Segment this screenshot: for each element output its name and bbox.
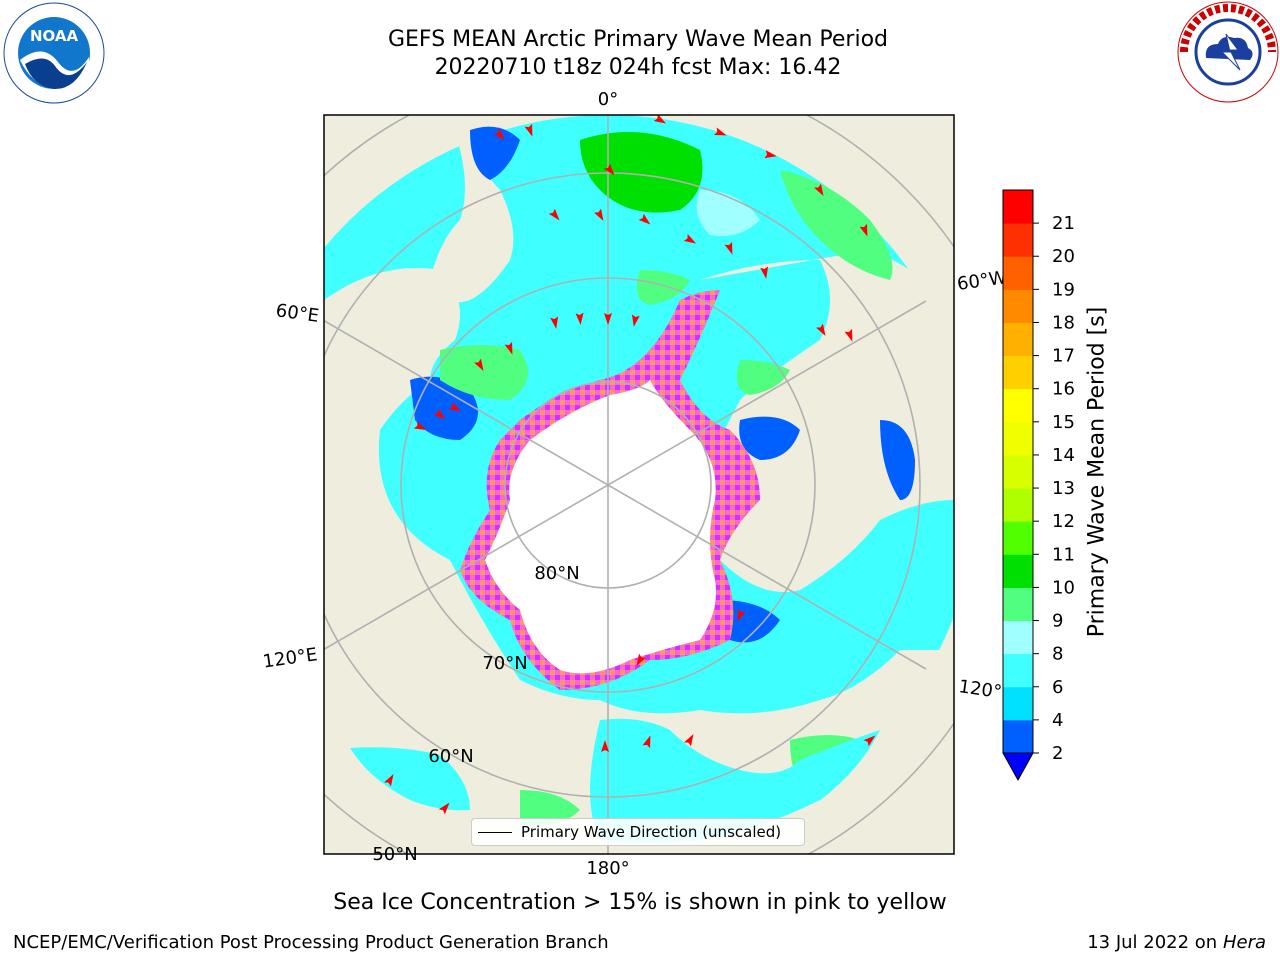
lat-label-50n: 50°N xyxy=(372,844,417,865)
lon-label-60w: 60°W xyxy=(956,267,1008,295)
lat-label-70n: 70°N xyxy=(482,653,527,674)
wave-direction-arrow-icon xyxy=(604,313,612,325)
wave-direction-arrow-icon xyxy=(764,150,777,159)
colorbar-tick-label: 15 xyxy=(1052,412,1075,433)
wave-direction-arrow-icon xyxy=(448,402,462,412)
caption: Sea Ice Concentration > 15% is shown in … xyxy=(333,890,947,915)
wave-direction-arrow-icon xyxy=(603,163,615,176)
colorbar-band xyxy=(1003,421,1033,456)
footer-date-text: 13 Jul 2022 on xyxy=(1087,932,1218,953)
lon-label-60e: 60°E xyxy=(274,300,320,327)
wave-direction-arrow-icon xyxy=(760,266,769,279)
legend-label: Primary Wave Direction (unscaled) xyxy=(521,823,782,841)
colorbar-band xyxy=(1003,620,1033,655)
lat-label-60n: 60°N xyxy=(428,746,473,767)
wave-direction-arrow-icon xyxy=(413,421,427,430)
wave-direction-arrow-icon xyxy=(816,323,826,337)
wave-direction-arrow-icon xyxy=(601,740,609,752)
graticule xyxy=(324,115,954,854)
colorbar-band xyxy=(1003,322,1033,357)
colorbar-tick-label: 18 xyxy=(1052,312,1075,333)
lon-label-120w: 120° xyxy=(957,676,1003,703)
colorbar-band xyxy=(1003,521,1033,555)
colorbar-tick-label: 20 xyxy=(1052,246,1075,267)
wave-direction-arrows xyxy=(384,115,876,815)
wave-direction-arrow-icon xyxy=(524,123,533,137)
colorbar-band xyxy=(1003,190,1033,224)
colorbar-tick-label: 17 xyxy=(1052,346,1075,367)
footer-machine: Hera xyxy=(1222,932,1266,953)
wave-direction-arrow-icon xyxy=(438,802,450,815)
colorbar-band xyxy=(1003,587,1033,622)
colorbar-band xyxy=(1003,454,1033,489)
colorbar-tick-label: 16 xyxy=(1052,379,1075,400)
colorbar-tick-label: 8 xyxy=(1052,644,1063,665)
colorbar-band xyxy=(1003,719,1033,754)
wave-direction-arrow-icon xyxy=(631,314,640,327)
colorbar-tick-label: 21 xyxy=(1052,213,1075,234)
wave-direction-arrow-icon xyxy=(642,735,651,749)
noaa-logo-text: NOAA xyxy=(30,27,79,45)
colorbar-tick-label: 4 xyxy=(1052,710,1063,731)
footer-credit: NCEP/EMC/Verification Post Processing Pr… xyxy=(13,932,609,953)
wave-direction-arrow-icon xyxy=(433,408,446,420)
colorbar-band xyxy=(1003,554,1033,588)
wave-direction-arrow-icon xyxy=(474,358,484,372)
wave-direction-arrow-icon xyxy=(638,213,651,225)
wave-direction-arrow-icon xyxy=(548,208,560,221)
wave-direction-arrow-icon xyxy=(384,773,394,787)
colorbar-label: Primary Wave Mean Period [s] xyxy=(1084,306,1110,638)
wave-direction-arrow-icon xyxy=(844,328,853,342)
colorbar-under-triangle xyxy=(1002,752,1034,782)
wave-direction-arrow-icon xyxy=(737,608,746,622)
colorbar-tick-label: 2 xyxy=(1052,743,1063,764)
wave-direction-arrow-icon xyxy=(636,653,646,667)
wave-direction-arrow-icon xyxy=(724,241,733,255)
colorbar-tick-label: 9 xyxy=(1052,611,1063,632)
wave-direction-arrow-icon xyxy=(575,312,584,325)
chart-title: GEFS MEAN Arctic Primary Wave Mean Perio… xyxy=(387,27,888,52)
colorbar-band xyxy=(1003,686,1033,721)
colorbar-tick-label: 13 xyxy=(1052,478,1075,499)
wave-direction-arrow-icon xyxy=(859,223,868,237)
wave-direction-arrow-icon xyxy=(504,341,513,355)
colorbar-tick-label: 14 xyxy=(1052,445,1075,466)
lat-label-80n: 80°N xyxy=(534,563,579,584)
sea-ice-zone xyxy=(460,290,760,690)
chart-subtitle: 20220710 t18z 024h fcst Max: 16.42 xyxy=(434,55,842,80)
wave-direction-arrow-icon xyxy=(550,316,559,329)
colorbar-frame xyxy=(1002,189,1034,754)
noaa-logo-icon: NOAA xyxy=(3,2,105,104)
wave-direction-arrow-icon xyxy=(814,183,824,197)
colorbar-band xyxy=(1003,388,1033,423)
wave-direction-arrow-icon xyxy=(594,208,604,222)
map-legend: Primary Wave Direction (unscaled) xyxy=(471,818,805,846)
colorbar-band xyxy=(1003,355,1033,390)
colorbar-tick-label: 11 xyxy=(1052,544,1075,565)
wave-direction-arrow-icon xyxy=(653,115,667,124)
lon-label-180: 180° xyxy=(586,858,629,879)
wave-direction-arrow-icon xyxy=(713,127,727,136)
lon-label-120e: 120°E xyxy=(262,644,319,672)
colorbar-tick-label: 6 xyxy=(1052,677,1063,698)
wave-direction-arrow-icon xyxy=(684,733,694,747)
map-frame xyxy=(323,114,955,855)
colorbar-band xyxy=(1003,289,1033,323)
colorbar-tick-label: 12 xyxy=(1052,511,1075,532)
colorbar-tick-label: 19 xyxy=(1052,279,1075,300)
colorbar-band xyxy=(1003,488,1033,522)
colorbar-band xyxy=(1003,653,1033,688)
footer-date: 13 Jul 2022 on Hera xyxy=(1087,932,1266,953)
wave-direction-arrow-icon xyxy=(683,234,697,244)
wave-direction-arrow-icon xyxy=(493,128,505,140)
wave-direction-arrow-icon xyxy=(863,735,876,747)
national-weather-service-logo-icon xyxy=(1177,1,1279,103)
colorbar: 2 4 6 8 9 10 11 12 13 14 15 16 17 18 19 20 21 xyxy=(1002,189,1075,782)
colorbar-band xyxy=(1003,223,1033,257)
legend-arrow-line xyxy=(478,832,512,833)
lon-label-0: 0° xyxy=(598,89,618,110)
colorbar-band xyxy=(1003,256,1033,290)
colorbar-tick-label: 10 xyxy=(1052,577,1075,598)
